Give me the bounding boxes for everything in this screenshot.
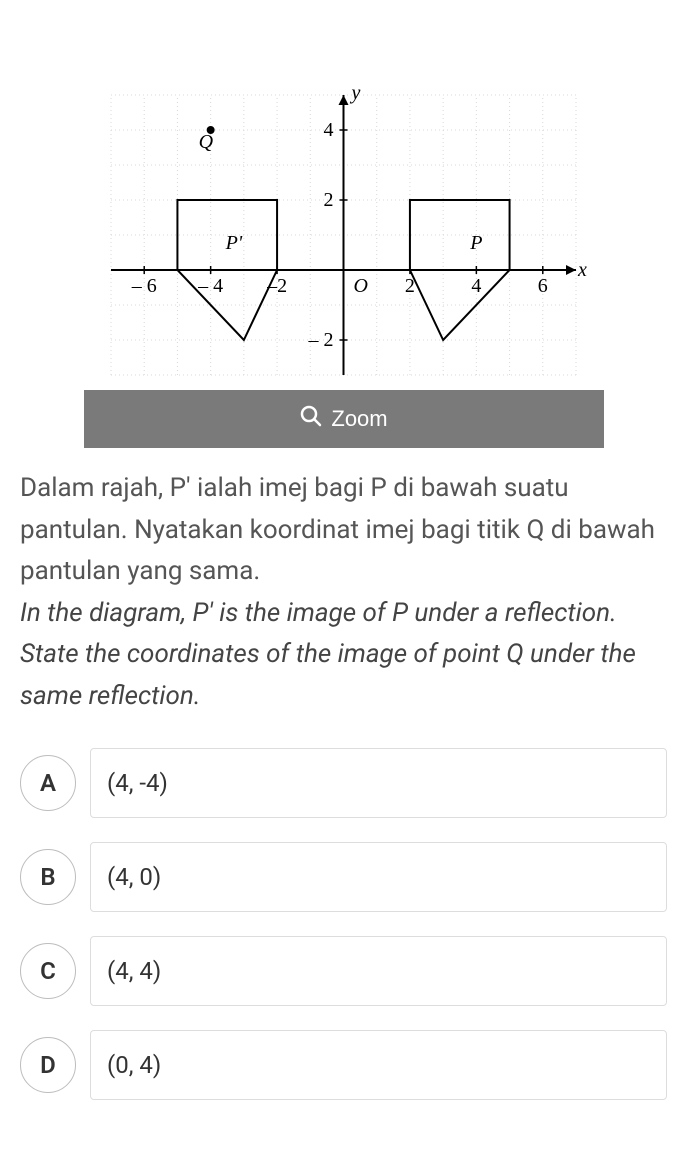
option-text[interactable]: (4, 4) xyxy=(90,936,667,1006)
options-list: A (4, -4) B (4, 0) C (4, 4) D (0, 4) xyxy=(0,728,687,1164)
question-malay: Dalam rajah, P' ialah imej bagi P di baw… xyxy=(20,473,655,586)
question-text: Dalam rajah, P' ialah imej bagi P di baw… xyxy=(0,448,687,728)
zoom-label: Zoom xyxy=(331,406,387,432)
svg-text:– 2: – 2 xyxy=(308,329,334,351)
svg-text:P': P' xyxy=(225,232,243,254)
option-letter[interactable]: C xyxy=(20,943,76,999)
coordinate-diagram: – 6– 4–2246– 224OxyQPP' xyxy=(96,80,591,390)
svg-text:2: 2 xyxy=(324,189,334,211)
option-text[interactable]: (0, 4) xyxy=(90,1030,667,1100)
svg-text:Q: Q xyxy=(199,131,214,153)
svg-text:y: y xyxy=(350,82,361,104)
question-english: In the diagram, P' is the image of P und… xyxy=(20,598,636,711)
magnifier-icon xyxy=(299,404,323,434)
option-row[interactable]: A (4, -4) xyxy=(20,748,667,818)
option-text[interactable]: (4, 0) xyxy=(90,842,667,912)
option-row[interactable]: D (0, 4) xyxy=(20,1030,667,1100)
question-container: – 6– 4–2246– 224OxyQPP' Zoom Dalam rajah… xyxy=(0,0,687,1164)
option-row[interactable]: C (4, 4) xyxy=(20,936,667,1006)
option-text[interactable]: (4, -4) xyxy=(90,748,667,818)
option-letter[interactable]: D xyxy=(20,1037,76,1093)
svg-text:4: 4 xyxy=(324,119,334,141)
svg-text:x: x xyxy=(577,259,587,281)
svg-text:4: 4 xyxy=(471,275,481,297)
svg-text:O: O xyxy=(354,275,368,297)
option-row[interactable]: B (4, 0) xyxy=(20,842,667,912)
option-letter[interactable]: B xyxy=(20,849,76,905)
diagram-area: – 6– 4–2246– 224OxyQPP' Zoom xyxy=(0,0,687,448)
svg-text:6: 6 xyxy=(538,275,548,297)
option-letter[interactable]: A xyxy=(20,755,76,811)
svg-text:P: P xyxy=(469,232,482,254)
svg-text:– 6: – 6 xyxy=(131,275,157,297)
zoom-button[interactable]: Zoom xyxy=(84,390,604,448)
